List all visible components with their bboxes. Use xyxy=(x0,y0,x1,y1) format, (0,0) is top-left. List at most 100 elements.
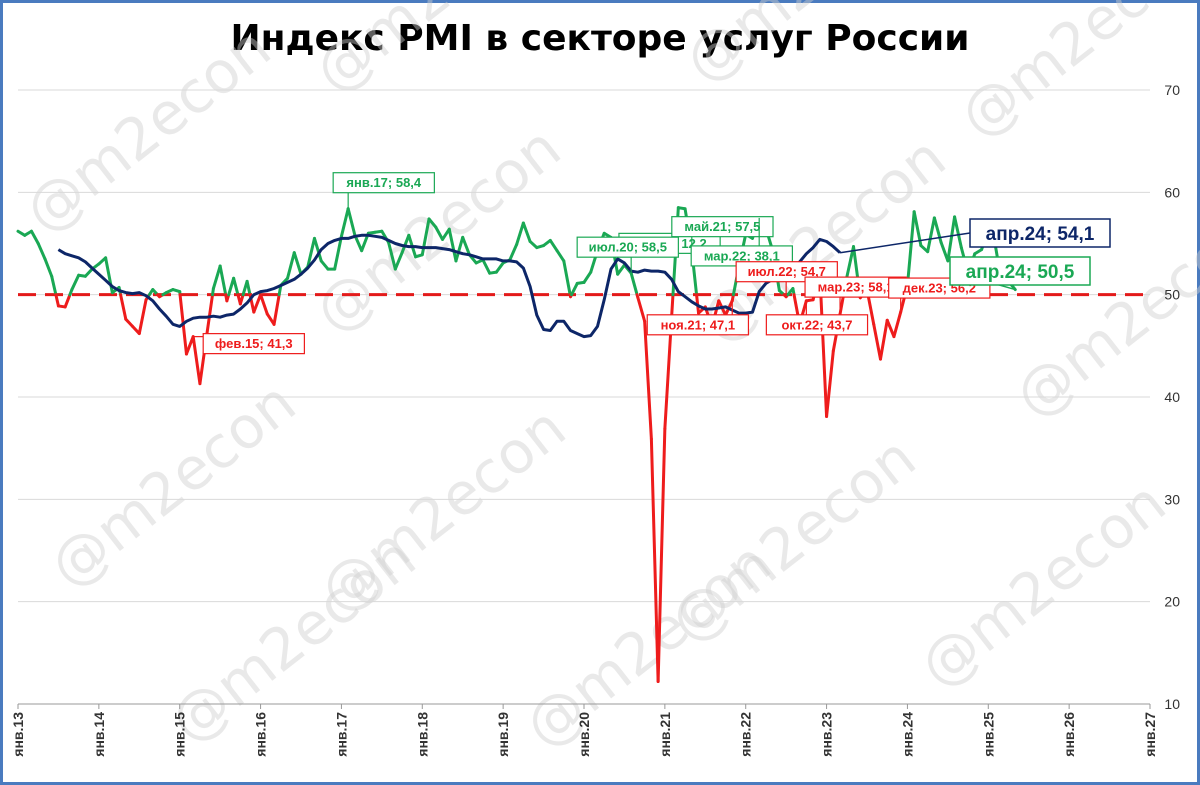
x-tick-label: янв.14 xyxy=(91,712,107,757)
monthly-segment xyxy=(481,258,492,275)
monthly-segment xyxy=(119,293,128,321)
monthly-segment xyxy=(191,335,202,386)
monthly-segment xyxy=(393,251,404,271)
monthly-segment xyxy=(663,315,674,431)
callout-box xyxy=(202,333,305,355)
monthly-segment xyxy=(461,235,471,257)
y-tick-label: 30 xyxy=(1164,491,1180,507)
monthly-segment xyxy=(616,263,626,276)
monthly-segment xyxy=(333,234,343,271)
monthly-segment xyxy=(892,310,903,339)
monthly-segment xyxy=(454,235,465,263)
monthly-segment xyxy=(885,318,896,339)
y-tick-label: 60 xyxy=(1164,184,1180,200)
monthly-segment xyxy=(306,236,316,269)
monthly-segment xyxy=(905,210,916,287)
monthly-segment xyxy=(670,293,675,319)
monthly-segment xyxy=(83,267,94,278)
monthly-segment xyxy=(339,207,350,238)
x-tick-label: янв.19 xyxy=(495,712,511,757)
monthly-segment xyxy=(649,437,660,683)
watermark: @m2econ xyxy=(947,0,1200,151)
monthly-segment xyxy=(825,349,835,418)
callout-box xyxy=(765,314,869,336)
monthly-segment xyxy=(494,261,505,274)
callout-label: фев.15; 41,3 xyxy=(215,336,293,351)
x-tick-label: янв.25 xyxy=(980,712,996,757)
watermark: @m2econ xyxy=(157,523,428,756)
callout-label: июл.22; 54,7 xyxy=(748,264,826,279)
monthly-segment xyxy=(137,298,148,336)
monthly-segment xyxy=(245,279,252,297)
y-tick-label: 70 xyxy=(1164,82,1180,98)
monthly-segment xyxy=(43,257,54,278)
monthly-segment xyxy=(508,243,519,262)
end-label-leader xyxy=(839,232,971,254)
monthly-segment xyxy=(400,233,411,255)
y-tick-label: 40 xyxy=(1164,389,1180,405)
callout-box xyxy=(576,236,679,258)
monthly-segment xyxy=(312,236,323,263)
monthly-segment xyxy=(232,276,240,297)
callout-box xyxy=(332,172,435,194)
monthly-segment xyxy=(878,318,889,361)
monthly-segment xyxy=(36,242,47,261)
monthly-segment xyxy=(643,319,653,441)
x-tick-label: янв.22 xyxy=(738,712,754,757)
monthly-segment xyxy=(872,322,882,361)
y-tick-label: 50 xyxy=(1164,287,1180,303)
monthly-segment xyxy=(218,264,228,297)
end-label-box xyxy=(969,218,1111,248)
monthly-segment xyxy=(548,238,559,253)
x-tick-label: янв.26 xyxy=(1061,712,1077,757)
monthly-segment xyxy=(521,221,532,243)
monthly-segment xyxy=(515,221,525,247)
monthly-segment xyxy=(286,251,296,280)
y-tick-label: 10 xyxy=(1164,696,1180,712)
x-tick-label: янв.24 xyxy=(899,712,915,757)
monthly-segment xyxy=(259,293,269,316)
x-tick-label: янв.16 xyxy=(253,712,269,757)
monthly-segment xyxy=(346,207,357,237)
monthly-segment xyxy=(272,293,281,326)
monthly-segment xyxy=(447,227,458,263)
chart-title: Индекс PMI в секторе услуг России xyxy=(230,18,970,59)
monthly-segment xyxy=(939,240,950,263)
monthly-segment xyxy=(50,274,58,297)
watermark: @m2econ xyxy=(672,0,943,96)
y-tick-label: 20 xyxy=(1164,594,1180,610)
monthly-segment xyxy=(63,293,72,309)
monthly-segment xyxy=(54,293,60,308)
callout-label: янв.17; 58,4 xyxy=(346,175,422,190)
callout-label: май.21; 57,5 xyxy=(684,219,760,234)
callout-label: окт.22; 43,7 xyxy=(781,317,852,332)
trend-line xyxy=(57,233,842,339)
monthly-segment xyxy=(555,249,566,263)
monthly-segment xyxy=(582,270,593,284)
monthly-segment xyxy=(636,296,647,323)
x-tick-label: янв.21 xyxy=(657,712,673,757)
callout-label: июл.20; 58,5 xyxy=(589,240,667,255)
monthly-segment xyxy=(926,216,936,254)
x-tick-label: янв.23 xyxy=(819,712,835,757)
monthly-segment xyxy=(953,215,963,250)
x-tick-label: янв.27 xyxy=(1142,712,1158,757)
monthly-segment xyxy=(124,317,135,328)
watermark: @m2econ xyxy=(12,13,283,246)
monthly-segment xyxy=(434,225,444,241)
callout-box xyxy=(646,314,750,336)
callout-box xyxy=(671,216,774,238)
monthly-segment xyxy=(562,259,572,297)
monthly-segment xyxy=(29,229,40,245)
monthly-segment xyxy=(629,271,639,297)
callout-label: мар.22; 38,1 xyxy=(704,248,780,263)
monthly-segment xyxy=(427,217,438,229)
x-tick-label: янв.20 xyxy=(576,712,592,757)
monthly-segment xyxy=(570,281,579,297)
monthly-segment xyxy=(845,245,856,279)
callout-label: ноя.21; 47,1 xyxy=(661,317,736,332)
monthly-segment xyxy=(946,215,957,263)
monthly-segment xyxy=(353,233,364,253)
